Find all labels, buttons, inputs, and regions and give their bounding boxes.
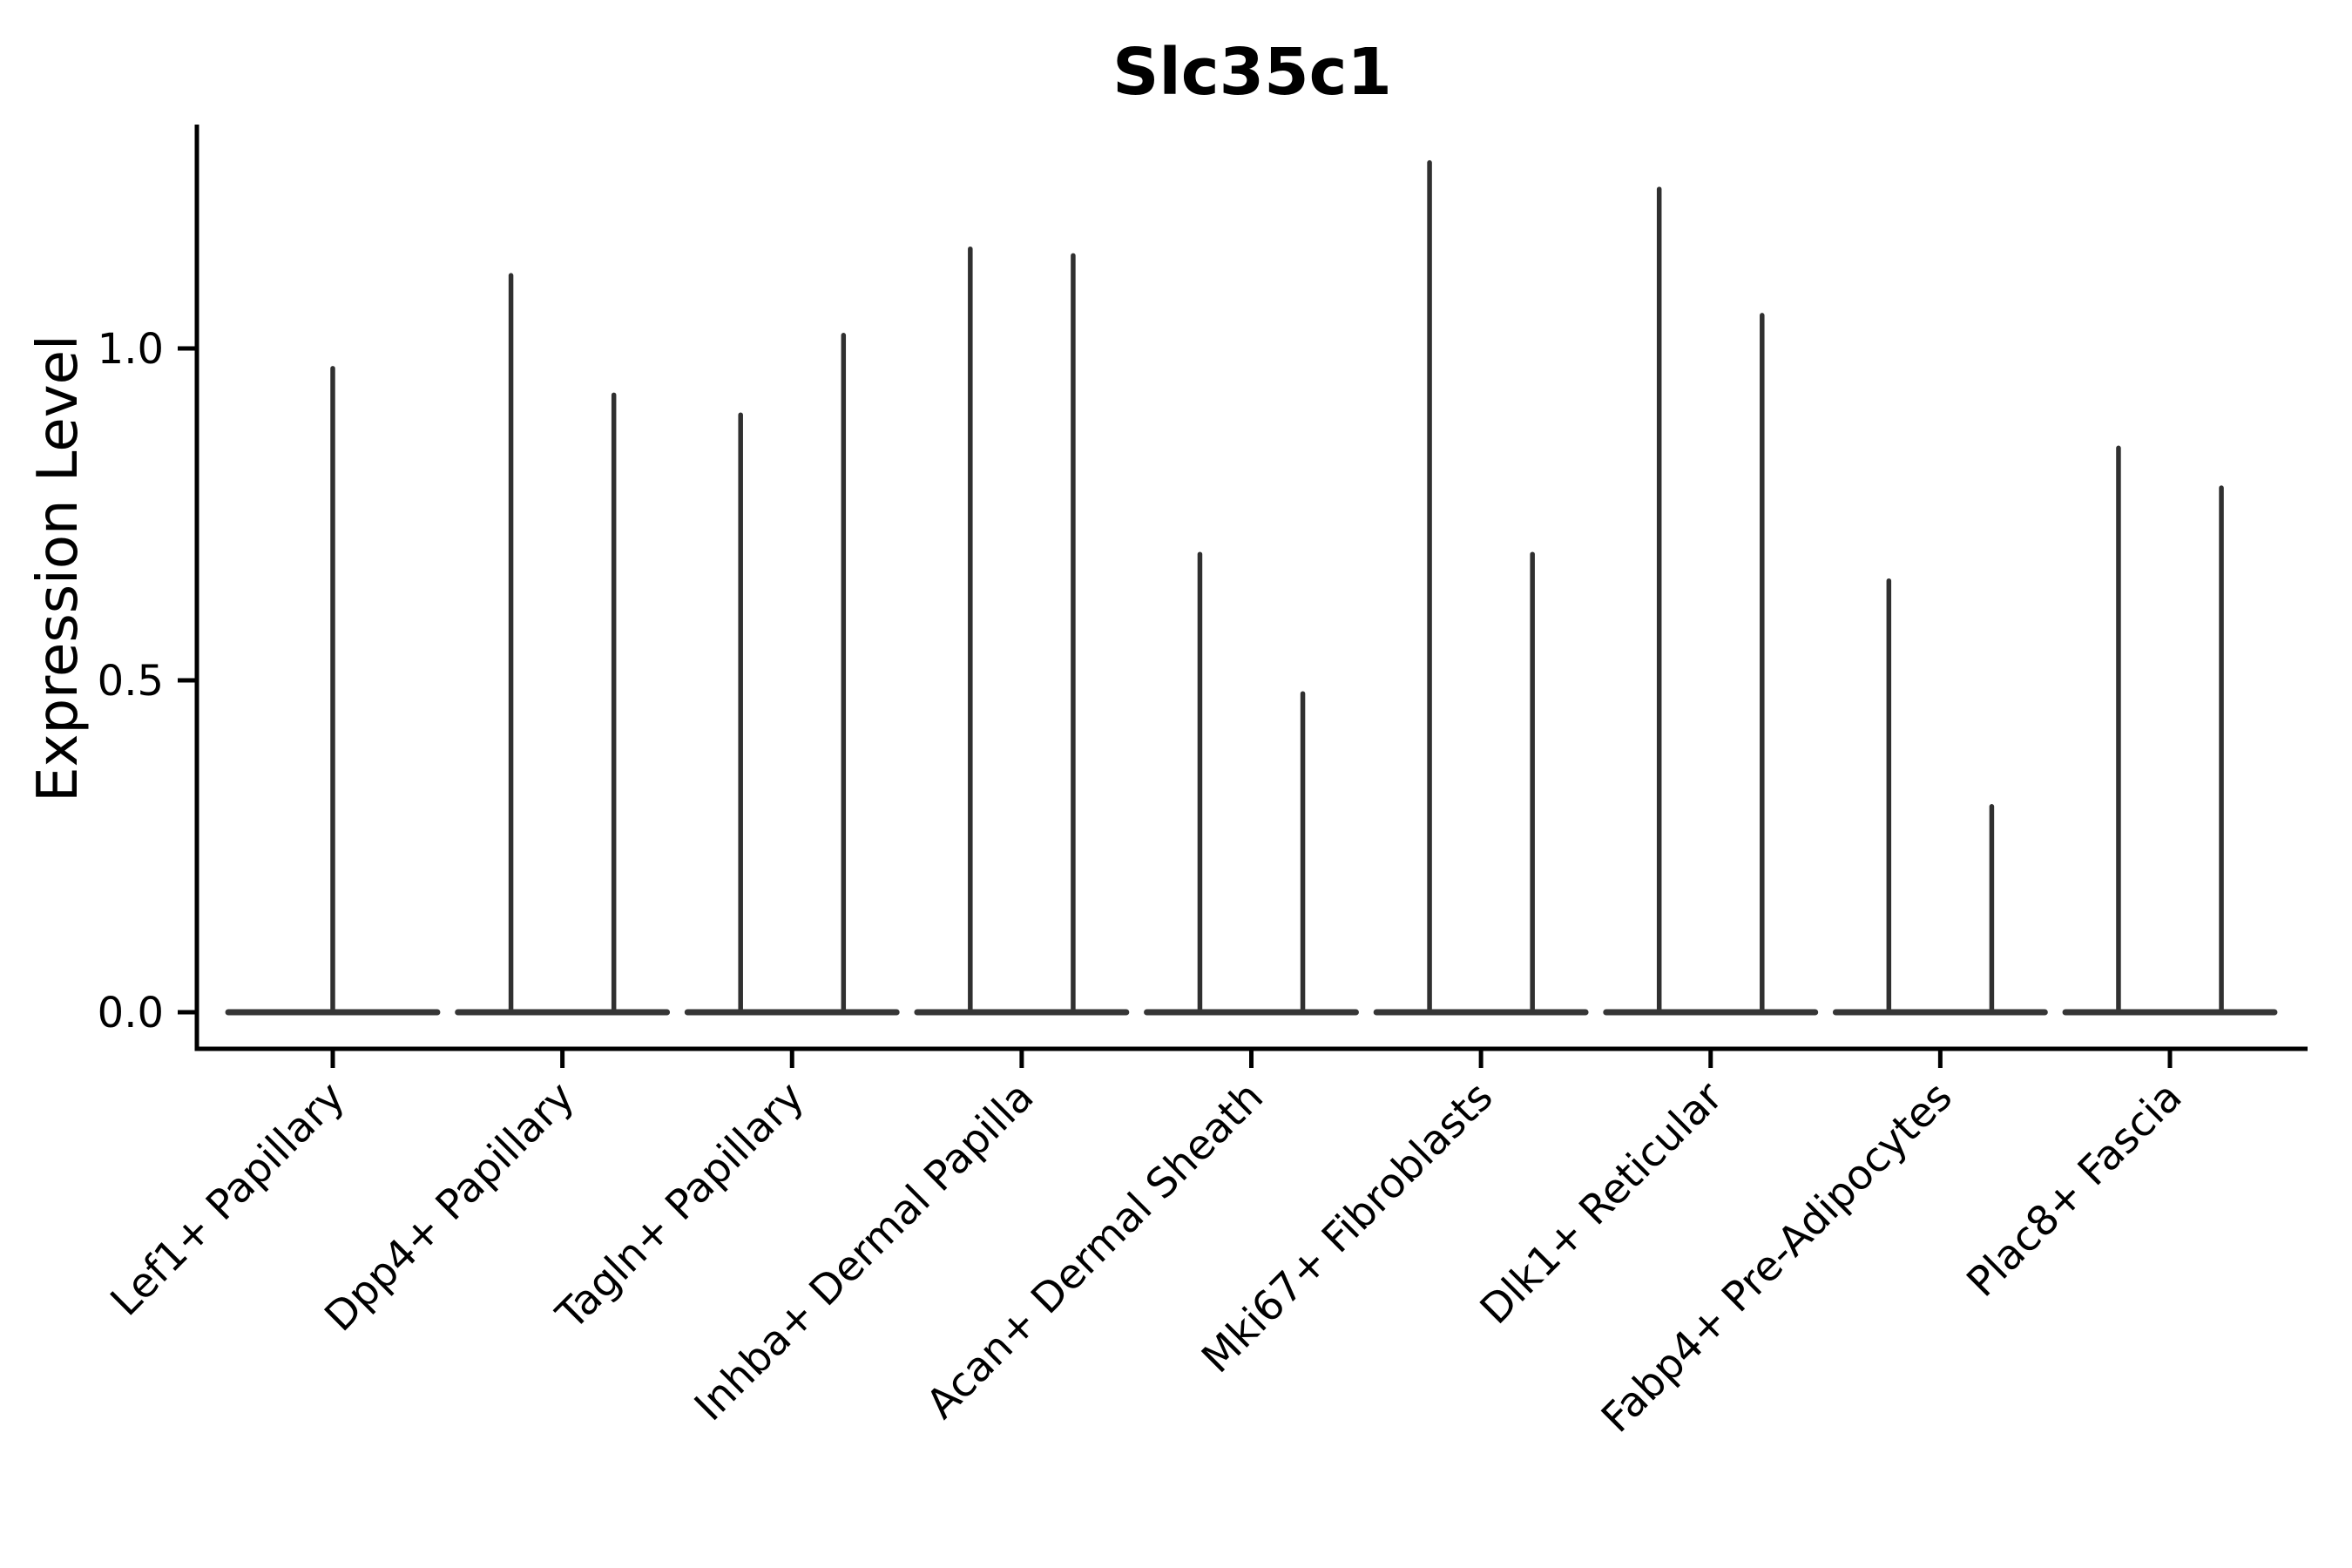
y-axis-label: Expression Level (26, 335, 91, 802)
y-tick-label: 1.0 (98, 325, 164, 374)
y-tick-label: 0.5 (98, 657, 164, 706)
chart-title: Slc35c1 (1112, 35, 1392, 110)
y-tick-label: 0.0 (98, 989, 164, 1037)
